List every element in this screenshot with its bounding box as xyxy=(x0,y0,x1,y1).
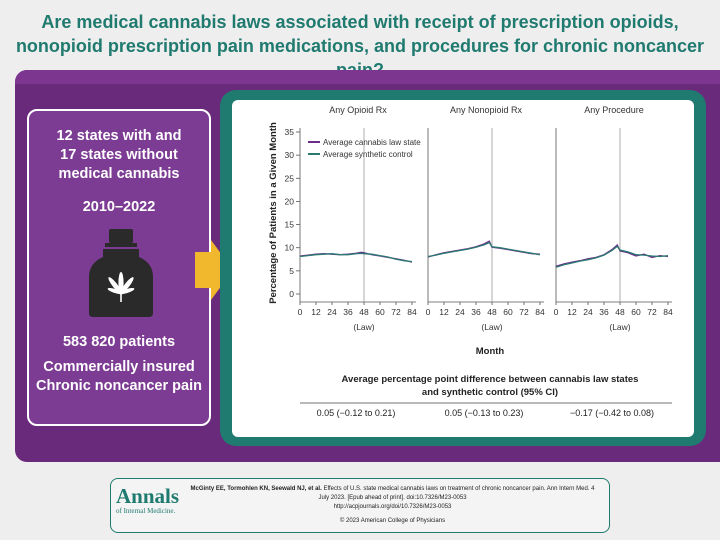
x-tick-label: 12 xyxy=(567,307,577,317)
x-tick-label: 0 xyxy=(426,307,431,317)
y-tick-label: 10 xyxy=(285,243,295,253)
series-line xyxy=(427,240,541,258)
copyright-text: © 2023 American College of Physicians xyxy=(339,518,446,524)
chart-panel: Percentage of Patients in a Given Month 0… xyxy=(232,100,694,437)
x-tick-label: 24 xyxy=(455,307,465,317)
x-tick-label: 72 xyxy=(519,307,529,317)
panel-title: Any Nonopioid Rx xyxy=(450,105,523,115)
y-tick-label: 20 xyxy=(285,196,295,206)
series-line xyxy=(427,241,541,258)
y-tick-label: 35 xyxy=(285,127,295,137)
x-tick-label: 48 xyxy=(615,307,625,317)
citation-text: McGinty EE, Tormohlen KN, Seewald NJ, et… xyxy=(180,485,605,512)
x-tick-label: 60 xyxy=(375,307,385,317)
difference-title-line-1: Average percentage point difference betw… xyxy=(342,374,639,385)
citation-line-1: Effects of U.S. state medical cannabis l… xyxy=(323,486,595,492)
law-label: (Law) xyxy=(481,322,502,332)
x-tick-label: 0 xyxy=(554,307,559,317)
x-tick-label: 60 xyxy=(631,307,641,317)
x-tick-label: 48 xyxy=(487,307,497,317)
citation-authors: McGinty EE, Tormohlen KN, Seewald NJ, et… xyxy=(190,486,322,492)
results-chart: Percentage of Patients in a Given Month 0… xyxy=(268,105,673,418)
patient-count: 583 820 patients xyxy=(62,334,176,350)
x-tick-label: 84 xyxy=(407,307,417,317)
law-label: (Law) xyxy=(609,322,630,332)
states-line-1: 12 states with and xyxy=(56,128,182,144)
cannabis-bottle-icon xyxy=(29,227,209,319)
journal-logo: Annals of Internal Medicine. xyxy=(116,485,179,515)
x-tick-label: 36 xyxy=(343,307,353,317)
x-tick-label: 24 xyxy=(583,307,593,317)
y-tick-label: 0 xyxy=(289,289,294,299)
population-line-1: Commercially insured xyxy=(43,359,195,375)
x-tick-label: 84 xyxy=(535,307,545,317)
y-tick-label: 15 xyxy=(285,220,295,230)
x-tick-label: 36 xyxy=(471,307,481,317)
y-tick-label: 25 xyxy=(285,173,295,183)
series-line xyxy=(555,245,669,268)
difference-value: 0.05 (−0.12 to 0.21) xyxy=(317,408,396,418)
x-tick-label: 48 xyxy=(359,307,369,317)
x-axis-label: Month xyxy=(476,346,505,357)
panel-title: Any Procedure xyxy=(584,105,644,115)
difference-value: −0.17 (−0.42 to 0.08) xyxy=(570,408,654,418)
x-tick-label: 72 xyxy=(647,307,657,317)
difference-title-line-2: and synthetic control (95% CI) xyxy=(422,387,558,398)
x-tick-label: 24 xyxy=(327,307,337,317)
population-line-2: Chronic noncancer pain xyxy=(36,378,202,394)
study-years: 2010–2022 xyxy=(82,199,156,215)
x-tick-label: 60 xyxy=(503,307,513,317)
purple-band-highlight xyxy=(15,70,720,84)
x-tick-label: 12 xyxy=(311,307,321,317)
citation-line-2: July 2023. [Epub ahead of print]. doi:10… xyxy=(318,495,467,501)
x-tick-label: 0 xyxy=(298,307,303,317)
x-tick-label: 36 xyxy=(599,307,609,317)
states-line-2: 17 states without xyxy=(60,147,178,163)
states-line-3: medical cannabis xyxy=(58,166,180,182)
x-tick-label: 12 xyxy=(439,307,449,317)
series-line xyxy=(299,252,413,263)
panel-title: Any Opioid Rx xyxy=(329,105,387,115)
x-tick-label: 72 xyxy=(391,307,401,317)
difference-value: 0.05 (−0.13 to 0.23) xyxy=(445,408,524,418)
flow-arrow-shaft xyxy=(195,252,213,288)
legend-entry: Average cannabis law state xyxy=(323,138,421,147)
journal-subtitle: of Internal Medicine. xyxy=(116,507,176,515)
journal-name: Annals xyxy=(116,484,180,508)
y-tick-label: 30 xyxy=(285,150,295,160)
citation-line-3: http://acpjournals.org/doi/10.7326/M23-0… xyxy=(333,504,452,510)
y-axis-label: Percentage of Patients in a Given Month xyxy=(268,122,279,304)
y-tick-label: 5 xyxy=(289,266,294,276)
law-label: (Law) xyxy=(353,322,374,332)
legend-entry: Average synthetic control xyxy=(323,150,413,159)
study-summary-panel: 12 states with and 17 states without med… xyxy=(27,109,211,426)
x-tick-label: 84 xyxy=(663,307,673,317)
citation-box xyxy=(110,478,610,533)
